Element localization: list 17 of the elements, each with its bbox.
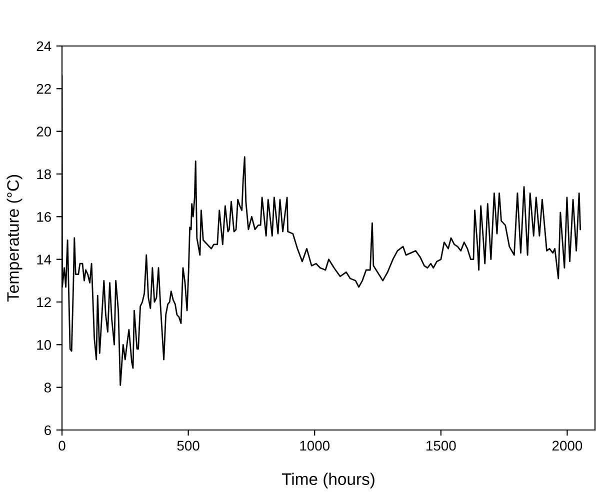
y-tick-label: 20 [36,126,52,137]
y-tick-label: 14 [37,254,52,264]
y-tick-label: 24 [36,41,52,52]
x-tick-label: 2000 [552,440,582,451]
y-tick-label: 10 [37,340,52,350]
x-axis-title: Time (hours) [282,472,374,488]
y-axis-title: Temperature (°C) [6,175,22,302]
y-tick-label: 22 [36,84,51,94]
y-tick-label: 8 [44,382,51,393]
x-tick-label: 1500 [426,440,456,451]
y-tick-label: 18 [37,169,51,180]
x-tick-label: 500 [177,440,200,451]
y-tick-label: 12 [37,297,51,308]
x-tick-label: 0 [58,440,66,451]
y-tick-label: 6 [44,425,51,436]
x-tick-label: 1000 [300,440,330,451]
y-tick-label: 16 [37,212,51,222]
